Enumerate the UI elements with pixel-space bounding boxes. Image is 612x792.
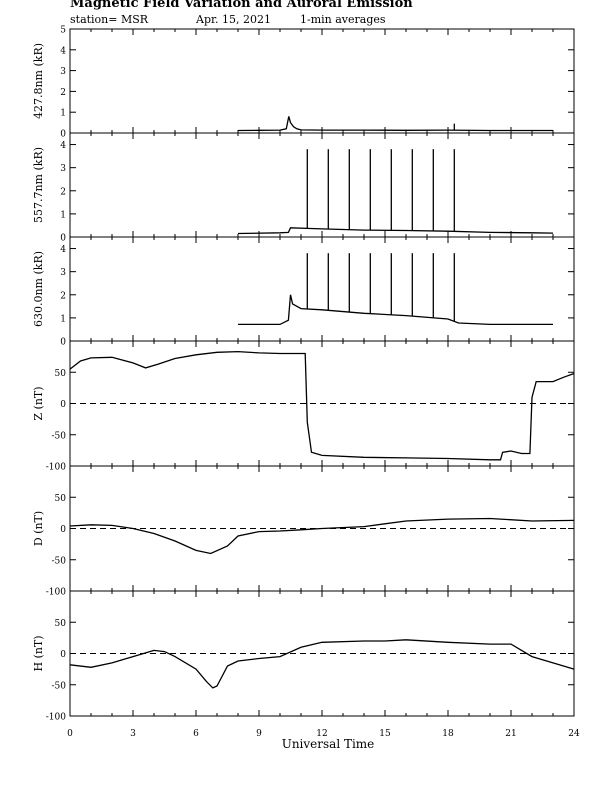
y-tick-label: 1 [60,210,66,220]
series-line [69,350,575,461]
y-tick-label: -50 [52,556,67,566]
y-tick-label: 0 [60,525,66,535]
y-axis-label: 557.7nm (kR) [32,147,45,223]
y-tick-label: 4 [60,141,66,151]
date-label: Apr. 15, 2021 [196,13,272,26]
y-axis-label: 630.0nm (kR) [32,251,45,327]
panel-6: -100 -50 0 50 H (nT) [32,590,575,723]
x-tick-label: 3 [130,729,136,739]
y-tick-label: 50 [55,619,67,629]
y-tick-label: 0 [60,234,66,244]
x-axis-label: Universal Time [282,737,375,751]
chart-title: Magnetic Field Variation and Auroral Emi… [70,0,413,11]
y-tick-label: 2 [60,88,66,98]
y-tick-label: 5 [60,26,66,36]
panel-frame [69,132,575,238]
panel-1: 0 1 2 3 4 5 427.8nm (kR) [32,26,575,140]
x-tick-label: 21 [505,729,516,739]
panel-3: 0 1 2 3 4 630.0nm (kR) [32,236,575,348]
chart-header: Magnetic Field Variation and Auroral Emi… [0,0,612,30]
x-tick-label: 15 [379,729,391,739]
y-axis-label: Z (nT) [32,386,45,420]
y-tick-label: 4 [60,46,66,56]
y-tick-label: 3 [60,268,66,278]
x-tick-label: 0 [67,729,73,739]
y-tick-label: -50 [52,681,67,691]
panel-5: -100 -50 0 50 D (nT) [32,465,575,598]
x-tick-label: 18 [442,729,454,739]
y-tick-label: 3 [60,67,66,77]
station-label: station= MSR [70,13,149,26]
series-line [238,294,553,326]
y-tick-label: 0 [60,400,66,410]
panel-frame [69,28,575,134]
y-axis-label: D (nT) [32,511,45,546]
y-tick-label: 4 [60,245,66,255]
x-tick-label: 6 [193,729,199,739]
series-line [237,116,553,132]
y-tick-label: 2 [60,291,66,301]
panel-frame [69,236,575,342]
series-line [237,227,554,235]
series-line [69,639,575,689]
y-tick-label: 1 [60,314,66,324]
y-tick-label: 0 [60,338,66,348]
y-tick-label: 50 [55,369,67,379]
x-tick-label: 24 [568,729,580,739]
y-tick-label: -100 [46,588,66,598]
series-line [69,517,575,555]
y-tick-label: -100 [46,713,66,723]
y-axis-label: 427.8nm (kR) [32,43,45,119]
panel-4: -100 -50 0 50 Z (nT) [32,340,575,473]
y-tick-label: 0 [60,650,66,660]
y-tick-label: 0 [60,130,66,140]
y-axis-label: H (nT) [32,635,45,671]
averaging-label: 1-min averages [300,13,386,26]
y-tick-label: 3 [60,164,66,174]
y-tick-label: 1 [60,109,66,119]
y-tick-label: 50 [55,494,67,504]
x-tick-label: 9 [256,729,262,739]
y-tick-label: -100 [46,463,66,473]
x-tick-label: 12 [316,729,327,739]
panel-2: 0 1 2 3 4 557.7nm (kR) [32,132,575,244]
y-tick-label: -50 [52,431,67,441]
y-tick-label: 2 [60,187,66,197]
